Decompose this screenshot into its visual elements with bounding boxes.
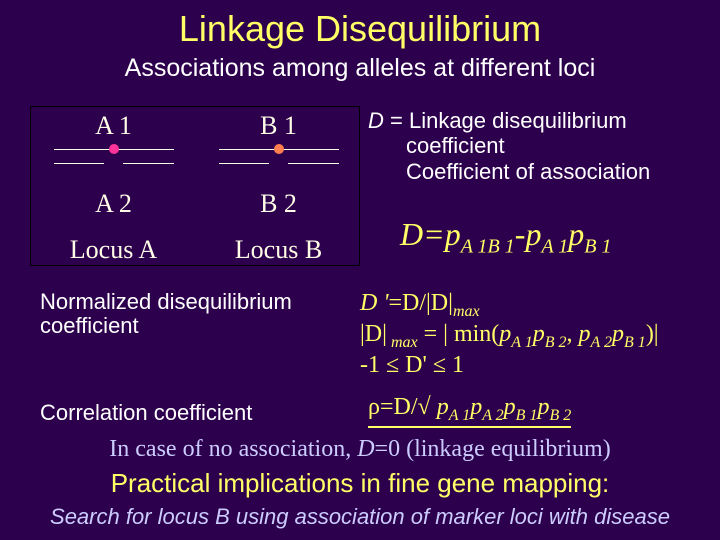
eq-minus: -: [515, 216, 526, 252]
neq2-p4: p: [612, 321, 624, 347]
neq2-s1: A 1: [511, 334, 532, 351]
ceq-p4: p: [537, 394, 549, 420]
bl1-a: In case of no association,: [109, 436, 357, 462]
ceq-p3: p: [504, 394, 516, 420]
dot-a: [109, 144, 119, 154]
neq2-p3: p: [579, 321, 591, 347]
allele-a2-label: A 2: [31, 189, 196, 219]
locus-b-line2: [219, 159, 339, 169]
definition-D: D: [368, 108, 384, 133]
neq2-sub1: max: [387, 334, 418, 351]
definition-line2: coefficient: [406, 133, 505, 158]
correlation-equation: ρ=D/√ pA 1pA 2pB 1pB 2: [368, 394, 571, 428]
eq-D: D: [400, 216, 423, 252]
neq2-mid: = | min(: [418, 321, 500, 347]
slide-subtitle: Associations among alleles at different …: [0, 50, 720, 83]
normalized-equations: D '=D/|D|max |D| max = | min(pA 1pB 2, p…: [360, 290, 710, 380]
locus-a-line1: [54, 145, 174, 155]
bl1-b: D: [357, 436, 374, 462]
ceq-p1: p: [437, 394, 449, 420]
neq1-lhs: D ': [360, 290, 388, 316]
eq-sub3: B 1: [584, 235, 611, 257]
eq-p1: p: [445, 216, 461, 252]
ceq-s4: B 2: [549, 407, 571, 424]
neq2-comma: ,: [567, 321, 579, 347]
locus-b-name: Locus B: [196, 235, 361, 265]
slide: Linkage Disequilibrium Associations amon…: [0, 0, 720, 540]
eq-p3: p: [568, 216, 584, 252]
ceq-s2: A 2: [482, 407, 503, 424]
neq2-s3: A 2: [591, 334, 612, 351]
bottom-line1: In case of no association, D=0 (linkage …: [0, 436, 720, 463]
locus-a-line2: [54, 159, 174, 169]
main-equation: D=pA 1B 1-pA 1pB 1: [400, 216, 612, 258]
neq1-sub: max: [453, 303, 480, 320]
definition-line1: = Linkage disequilibrium: [384, 108, 627, 133]
neq2-s2: B 2: [545, 334, 567, 351]
locus-b-column: B 1 B 2 Locus B: [196, 107, 361, 265]
allele-a1-label: A 1: [31, 111, 196, 141]
neq2-p1: p: [499, 321, 511, 347]
definition-line3: Coefficient of association: [406, 159, 650, 184]
neq3: -1 ≤ D' ≤ 1: [360, 352, 464, 378]
definition-block: D = Linkage disequilibrium coefficient C…: [368, 108, 708, 184]
eq-sub2: A 1: [541, 235, 568, 257]
eq-sub1: A 1B 1: [461, 235, 515, 257]
ceq-rho: ρ: [368, 394, 380, 420]
dot-b: [274, 144, 284, 154]
normalized-label: Normalized disequilibrium coefficient: [40, 290, 350, 338]
locus-a-name: Locus A: [31, 235, 196, 265]
allele-b2-label: B 2: [196, 189, 361, 219]
allele-b1-label: B 1: [196, 111, 361, 141]
neq2-lhs: |D|: [360, 321, 387, 347]
correlation-label: Correlation coefficient: [40, 400, 252, 426]
ceq-s3: B 1: [516, 407, 538, 424]
neq1-mid: =D/|D|: [388, 290, 452, 316]
bottom-line3: Search for locus B using association of …: [0, 504, 720, 530]
slide-title: Linkage Disequilibrium: [0, 0, 720, 50]
loci-diagram: A 1 A 2 Locus A B 1 B 2 Locus B: [30, 106, 360, 266]
neq2-p2: p: [533, 321, 545, 347]
ceq-p2: p: [470, 394, 482, 420]
ceq-eq: =D/√: [380, 394, 437, 420]
eq-p2: p: [525, 216, 541, 252]
locus-a-column: A 1 A 2 Locus A: [31, 107, 196, 265]
neq2-s4: B 1: [624, 334, 646, 351]
eq-equals: =: [423, 216, 445, 252]
neq2-end: )|: [646, 321, 659, 347]
bl1-c: =0 (linkage equilibrium): [375, 436, 611, 462]
ceq-s1: A 1: [449, 407, 470, 424]
locus-b-line1: [219, 145, 339, 155]
bottom-line2: Practical implications in fine gene mapp…: [0, 468, 720, 499]
